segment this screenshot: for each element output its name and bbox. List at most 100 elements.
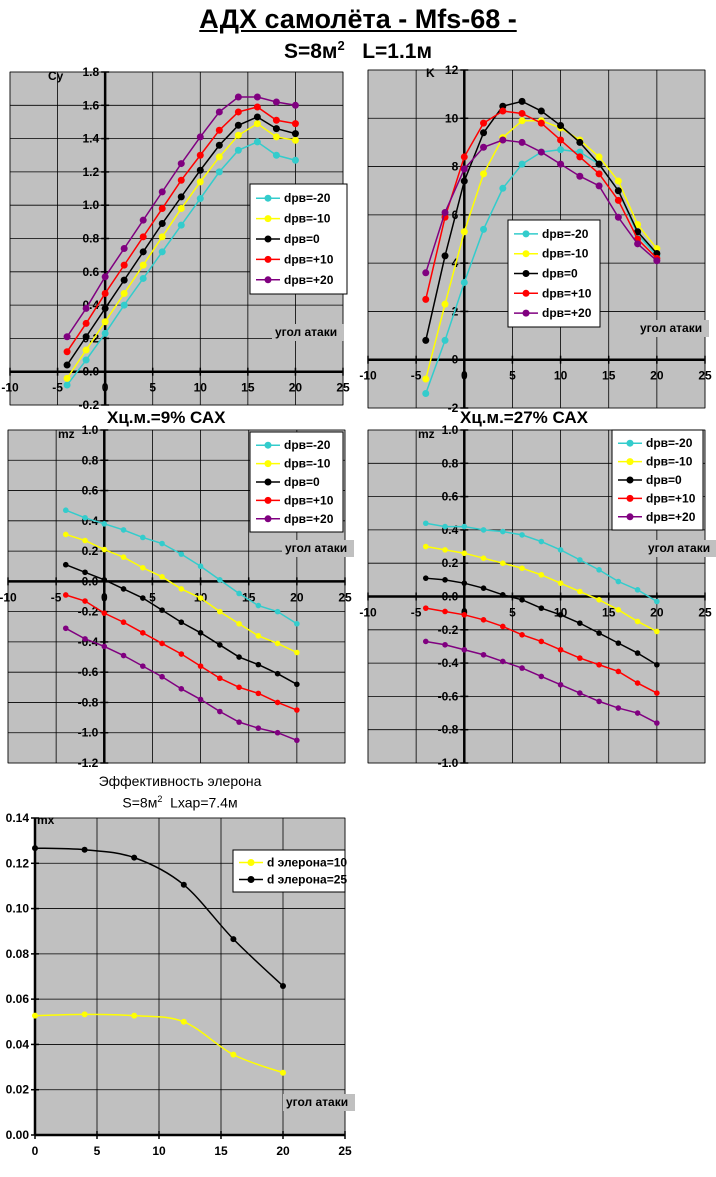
data-point — [422, 336, 430, 344]
x-tick-label: 15 — [242, 590, 256, 604]
data-point — [120, 244, 128, 252]
data-point — [274, 729, 281, 736]
y-tick-label: 0.00 — [6, 1128, 30, 1142]
data-point — [614, 196, 622, 204]
data-point — [576, 138, 584, 146]
data-point — [196, 133, 204, 141]
data-point — [101, 610, 108, 616]
data-point — [253, 93, 261, 101]
data-point — [272, 133, 280, 141]
y-tick-label: -1.0 — [78, 726, 99, 740]
data-point — [139, 233, 147, 241]
legend-swatch-marker — [264, 276, 272, 284]
subtitle-area: S=8м — [283, 40, 338, 63]
series-line — [34, 1013, 284, 1074]
data-point — [615, 607, 622, 613]
x-tick-label: 5 — [94, 1144, 101, 1158]
data-point — [159, 673, 165, 680]
data-point — [596, 661, 602, 668]
data-point — [140, 663, 146, 669]
data-point — [442, 608, 448, 615]
aileron-title-line2: S=8м2 Lхар=7.4м — [0, 790, 360, 812]
data-point — [519, 597, 525, 603]
data-point — [62, 561, 69, 568]
x-tick-label: -5 — [52, 381, 63, 395]
data-point — [557, 160, 565, 168]
data-point — [120, 652, 127, 659]
data-point — [196, 166, 204, 174]
data-point — [480, 129, 488, 137]
x-tick-label: 20 — [290, 590, 304, 604]
data-point — [120, 276, 128, 284]
x-tick-label: 5 — [509, 369, 516, 383]
legend-label: d элерона=25 — [267, 873, 347, 887]
data-point — [634, 618, 641, 625]
data-point — [557, 122, 565, 130]
data-point — [82, 537, 88, 544]
x-tick-label: 0 — [461, 369, 468, 383]
data-point — [236, 590, 242, 597]
chart-mz9: -10-50510152025-1.2-1.0-0.8-0.6-0.4-0.20… — [0, 423, 354, 770]
x-tick-label: 0 — [101, 590, 108, 604]
legend-swatch-marker — [626, 513, 634, 521]
data-point — [500, 623, 506, 630]
data-point — [62, 592, 69, 598]
x-tick-label: 25 — [698, 606, 712, 620]
data-point — [294, 737, 300, 744]
data-point — [500, 528, 506, 535]
data-point — [518, 160, 526, 168]
data-point — [654, 598, 660, 605]
aileron-length: Lхар=7.4м — [170, 794, 238, 811]
y-tick-label: 8 — [452, 160, 459, 174]
x-axis-label: угол атаки — [640, 321, 702, 335]
data-point — [538, 673, 545, 680]
data-point — [217, 642, 223, 648]
data-point — [234, 108, 242, 116]
data-point — [422, 295, 430, 303]
legend-swatch-marker — [626, 439, 634, 447]
legend-swatch-marker — [522, 270, 530, 277]
x-tick-label: -10 — [0, 590, 17, 604]
data-point — [274, 608, 281, 615]
data-point — [460, 177, 468, 185]
data-point — [253, 113, 261, 121]
data-point — [159, 640, 165, 647]
y-tick-label: 0.8 — [442, 456, 459, 470]
data-point — [460, 278, 468, 286]
data-point — [422, 575, 429, 581]
data-point — [253, 120, 261, 128]
data-point — [272, 116, 280, 124]
y-tick-label: 4 — [452, 256, 459, 270]
legend-label: dpв=-20 — [284, 191, 331, 205]
data-point — [294, 620, 300, 627]
data-point — [234, 131, 242, 139]
data-point — [596, 567, 602, 573]
legend-swatch-marker — [264, 194, 272, 202]
data-point — [63, 361, 71, 369]
data-point — [614, 177, 622, 185]
legend-label: d элерона=10 — [267, 856, 347, 870]
data-point — [158, 205, 166, 213]
data-point — [461, 523, 468, 530]
data-point — [537, 107, 545, 115]
data-point — [538, 638, 545, 645]
legend-swatch-marker — [626, 458, 634, 466]
data-point — [615, 705, 622, 711]
legend-box — [232, 849, 346, 893]
data-point — [63, 348, 71, 356]
page-title: АДХ самолёта - Mfs-68 - — [0, 4, 716, 35]
data-point — [158, 188, 166, 196]
legend: dpв=-20 dpв=-10 dpв=0 dpв=+10 dpв=+20 — [249, 183, 348, 295]
data-point — [557, 612, 564, 618]
data-point — [422, 390, 430, 398]
data-point — [595, 160, 603, 168]
chart-cy: -10 -5 0 5 10 15 20 25-0.20.00.20.40.60.81.01.2… — [1, 65, 350, 412]
legend-swatch-marker — [247, 876, 255, 883]
data-point — [654, 720, 660, 726]
data-point — [63, 374, 71, 382]
aileron-title-line1: Эффективность элерона — [98, 773, 262, 789]
data-point — [518, 138, 526, 146]
data-point — [82, 636, 88, 642]
x-tick-label: -5 — [411, 369, 422, 383]
